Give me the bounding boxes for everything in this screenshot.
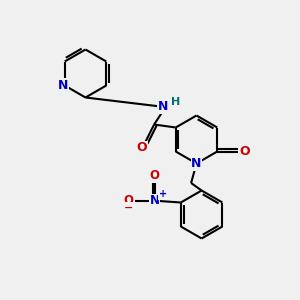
Text: O: O bbox=[136, 141, 147, 154]
Text: N: N bbox=[150, 194, 160, 208]
Text: O: O bbox=[150, 169, 160, 182]
Text: H: H bbox=[171, 97, 181, 107]
Text: N: N bbox=[191, 157, 202, 170]
Text: −: − bbox=[124, 202, 133, 213]
Text: N: N bbox=[58, 79, 68, 92]
Text: N: N bbox=[158, 100, 168, 113]
Text: O: O bbox=[124, 194, 134, 208]
Text: O: O bbox=[239, 145, 250, 158]
Text: +: + bbox=[159, 189, 167, 200]
